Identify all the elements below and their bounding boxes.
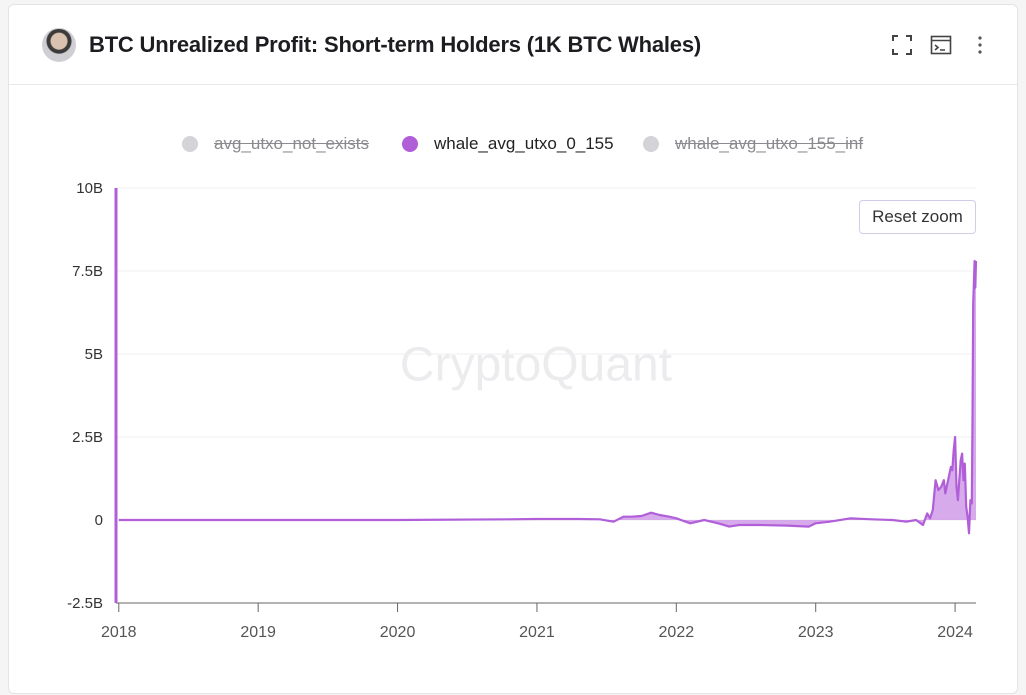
series-area-whale-avg-utxo-0-155 — [118, 261, 977, 534]
y-tick-label: -2.5B — [67, 595, 103, 612]
more-vertical-icon[interactable] — [968, 33, 992, 57]
y-tick-label: 10B — [76, 180, 103, 197]
chart-plot-area[interactable]: CryptoQuant -2.5B 0 2.5B 5B 7.5B 10B 2018 2019 20… — [9, 5, 1019, 695]
fullscreen-icon[interactable] — [890, 33, 914, 57]
card-header: BTC Unrealized Profit: Short-term Holder… — [9, 5, 1017, 85]
x-tick-label: 2018 — [101, 624, 137, 641]
watermark-text: CryptoQuant — [400, 339, 672, 392]
chart-card: BTC Unrealized Profit: Short-term Holder… — [8, 4, 1018, 694]
author-avatar — [42, 28, 76, 62]
legend-label: whale_avg_utxo_155_inf — [675, 134, 864, 153]
terminal-icon[interactable] — [929, 33, 953, 57]
legend-dot-icon — [643, 136, 659, 152]
x-tick-label: 2020 — [380, 624, 416, 641]
legend-dot-icon — [182, 136, 198, 152]
x-tick-label: 2021 — [519, 624, 555, 641]
legend-item-whale-avg-utxo-0-155[interactable]: whale_avg_utxo_0_155 — [402, 132, 614, 156]
x-tick-label: 2024 — [937, 624, 973, 641]
legend-item-avg-utxo-not-exists[interactable]: avg_utxo_not_exists — [182, 132, 369, 156]
x-tick-label: 2022 — [659, 624, 695, 641]
legend-label: whale_avg_utxo_0_155 — [434, 134, 614, 153]
y-tick-label: 7.5B — [72, 263, 103, 280]
legend-item-whale-avg-utxo-155-inf[interactable]: whale_avg_utxo_155_inf — [643, 132, 863, 156]
reset-zoom-button[interactable]: Reset zoom — [859, 200, 976, 234]
x-tick-label: 2023 — [798, 624, 834, 641]
chart-title: BTC Unrealized Profit: Short-term Holder… — [89, 32, 701, 57]
series-line-whale-avg-utxo-0-155 — [118, 259, 978, 535]
y-tick-label: 2.5B — [72, 429, 103, 446]
y-tick-label: 0 — [95, 512, 103, 529]
legend-dot-icon — [402, 136, 418, 152]
x-tick-label: 2019 — [240, 624, 276, 641]
legend-label: avg_utxo_not_exists — [214, 134, 369, 153]
y-tick-label: 5B — [85, 346, 103, 363]
